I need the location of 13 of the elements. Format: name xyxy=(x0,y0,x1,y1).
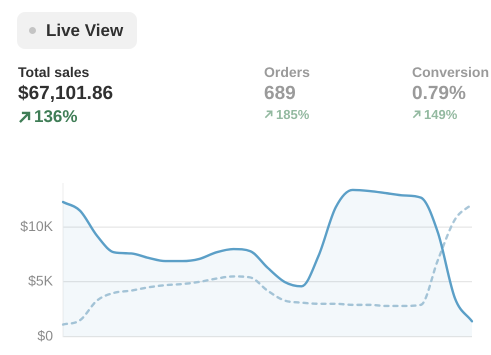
text: Live View xyxy=(46,20,124,40)
text: 136% xyxy=(34,107,78,127)
y-tick-label: $10K xyxy=(20,218,54,234)
y-tick-label: $0 xyxy=(37,327,54,344)
text: Conversion xyxy=(412,64,490,80)
text: 0.79% xyxy=(412,83,467,105)
text: 689 xyxy=(264,83,297,105)
y-tick-label: $5K xyxy=(28,272,54,289)
text: Orders xyxy=(264,64,310,80)
text: 149% xyxy=(424,107,458,122)
text: $67,101.86 xyxy=(18,83,114,105)
text: 185% xyxy=(276,107,310,122)
text: Total sales xyxy=(18,64,90,80)
